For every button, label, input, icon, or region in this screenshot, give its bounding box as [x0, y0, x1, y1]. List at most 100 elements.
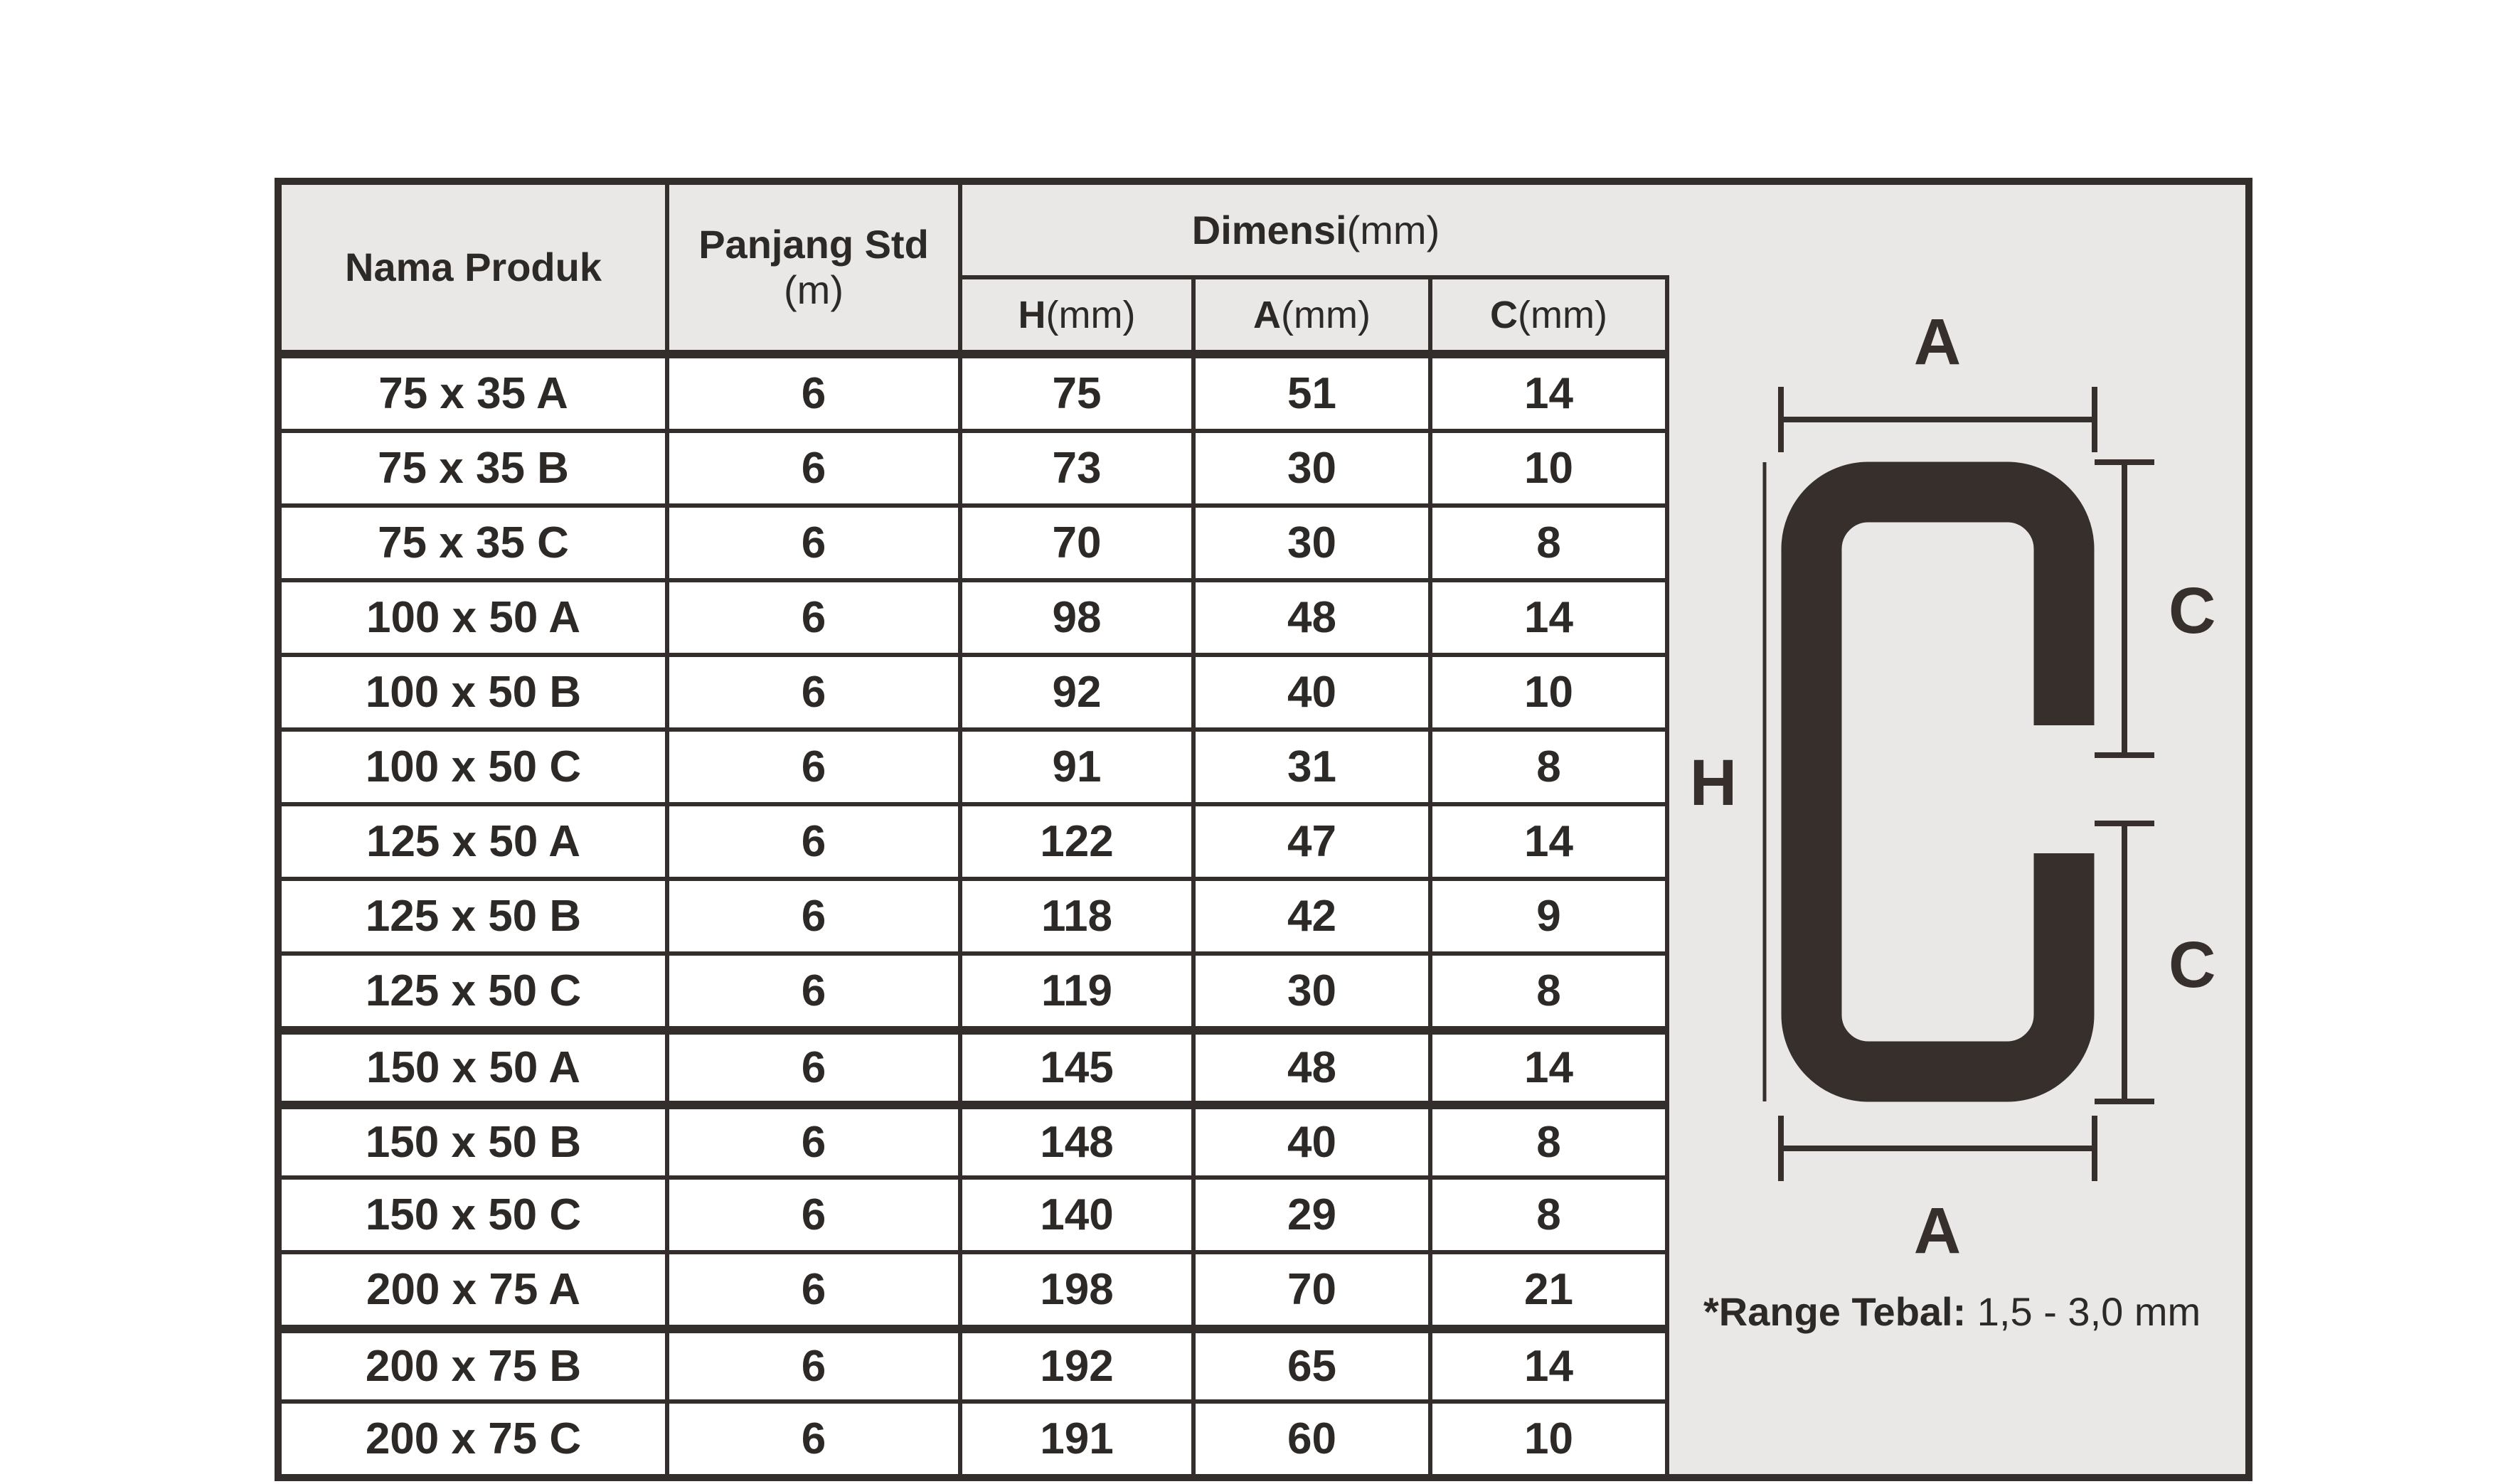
cell-panjang: 6: [669, 582, 962, 653]
cell-h: 73: [962, 433, 1196, 503]
label-c-bottom: C: [2169, 929, 2215, 1001]
header-panjang-line1: Panjang Std: [698, 221, 929, 267]
spec-figure: Nama Produk Panjang Std (m) Dimensi (mm)…: [275, 178, 2252, 1481]
cell-name: 75 x 35 A: [282, 358, 669, 429]
cell-c: 8: [1432, 1109, 1669, 1175]
cell-a: 42: [1196, 881, 1432, 951]
cell-c: 14: [1432, 1333, 1669, 1399]
table-row: 125 x 50 B 6 118 42 9: [282, 877, 1669, 951]
header-a: A (mm): [1196, 279, 1432, 350]
cell-c: 8: [1432, 956, 1669, 1026]
cell-panjang: 6: [669, 806, 962, 877]
cell-h: 75: [962, 358, 1196, 429]
table-row: 75 x 35 C 6 70 30 8: [282, 503, 1669, 578]
cell-c: 9: [1432, 881, 1669, 951]
cell-a: 40: [1196, 657, 1432, 727]
cell-name: 200 x 75 C: [282, 1404, 669, 1474]
header-c-label: C: [1490, 293, 1518, 336]
header-h-label: H: [1018, 293, 1046, 336]
header-dimensi-group: Dimensi (mm) H (mm) A (mm) C (mm): [962, 185, 1669, 350]
cell-name: 75 x 35 B: [282, 433, 669, 503]
cell-c: 10: [1432, 433, 1669, 503]
dimension-line-a-bottom: [1778, 1116, 2097, 1181]
header-dimensi: Dimensi (mm): [962, 185, 1669, 279]
cell-panjang: 6: [669, 1109, 962, 1175]
table-row: 200 x 75 A 6 198 70 21: [282, 1250, 1669, 1325]
cell-name: 125 x 50 B: [282, 881, 669, 951]
cell-h: 92: [962, 657, 1196, 727]
table-row: 200 x 75 B 6 192 65 14: [282, 1325, 1669, 1399]
cell-name: 75 x 35 C: [282, 508, 669, 578]
cell-a: 30: [1196, 433, 1432, 503]
cell-name: 100 x 50 A: [282, 582, 669, 653]
cell-a: 31: [1196, 732, 1432, 802]
cell-c: 21: [1432, 1254, 1669, 1325]
cell-panjang: 6: [669, 732, 962, 802]
cell-h: 98: [962, 582, 1196, 653]
cell-h: 70: [962, 508, 1196, 578]
cell-name: 200 x 75 B: [282, 1333, 669, 1399]
cell-a: 70: [1196, 1254, 1432, 1325]
cell-h: 140: [962, 1180, 1196, 1250]
cell-h: 145: [962, 1035, 1196, 1101]
table-row: 150 x 50 A 6 145 48 14: [282, 1026, 1669, 1101]
cell-panjang: 6: [669, 433, 962, 503]
header-dimensi-label: Dimensi: [1191, 208, 1347, 252]
table-row: 75 x 35 B 6 73 30 10: [282, 429, 1669, 503]
header-a-label: A: [1253, 293, 1282, 336]
cell-a: 30: [1196, 956, 1432, 1026]
cell-c: 10: [1432, 657, 1669, 727]
dimension-line-c-bottom: [2095, 821, 2154, 1104]
cell-c: 8: [1432, 1180, 1669, 1250]
header-panjang-std: Panjang Std (m): [669, 185, 962, 350]
table-row: 125 x 50 A 6 122 47 14: [282, 802, 1669, 877]
cell-name: 150 x 50 B: [282, 1109, 669, 1175]
header-c: C (mm): [1432, 279, 1669, 350]
cell-panjang: 6: [669, 1180, 962, 1250]
cell-c: 8: [1432, 732, 1669, 802]
label-c-top: C: [2169, 575, 2215, 647]
header-dimensi-unit: (mm): [1346, 208, 1440, 252]
table-header: Nama Produk Panjang Std (m) Dimensi (mm)…: [282, 185, 1669, 354]
cell-c: 14: [1432, 358, 1669, 429]
cell-c: 14: [1432, 1035, 1669, 1101]
cell-a: 51: [1196, 358, 1432, 429]
header-nama-produk: Nama Produk: [282, 185, 669, 350]
cell-h: 91: [962, 732, 1196, 802]
cell-c: 14: [1432, 582, 1669, 653]
cell-h: 148: [962, 1109, 1196, 1175]
dimension-line-c-top: [2095, 459, 2154, 758]
cell-a: 47: [1196, 806, 1432, 877]
table-row: 100 x 50 C 6 91 31 8: [282, 727, 1669, 802]
cell-panjang: 6: [669, 956, 962, 1026]
cell-name: 100 x 50 C: [282, 732, 669, 802]
c-channel-profile: [1781, 461, 2095, 1102]
cell-name: 125 x 50 C: [282, 956, 669, 1026]
cell-h: 192: [962, 1333, 1196, 1399]
table-row: 150 x 50 C 6 140 29 8: [282, 1175, 1669, 1250]
label-a-top: A: [1914, 306, 1961, 378]
thickness-range-note-value: 1,5 - 3,0 mm: [1966, 1289, 2201, 1334]
cell-name: 125 x 50 A: [282, 806, 669, 877]
label-a-bottom: A: [1914, 1195, 1961, 1267]
cell-h: 122: [962, 806, 1196, 877]
table-row: 125 x 50 C 6 119 30 8: [282, 951, 1669, 1026]
cell-name: 150 x 50 C: [282, 1180, 669, 1250]
table-row: 75 x 35 A 6 75 51 14: [282, 354, 1669, 429]
cell-panjang: 6: [669, 657, 962, 727]
c-profile-diagram: A H C C: [1690, 306, 2216, 1267]
cell-a: 48: [1196, 582, 1432, 653]
cell-panjang: 6: [669, 1333, 962, 1399]
cell-c: 14: [1432, 806, 1669, 877]
header-h-unit: (mm): [1046, 293, 1136, 336]
header-panjang-line2: (m): [784, 267, 844, 312]
header-h: H (mm): [962, 279, 1196, 350]
header-nama-produk-label: Nama Produk: [345, 244, 602, 289]
cell-a: 29: [1196, 1180, 1432, 1250]
table-row: 150 x 50 B 6 148 40 8: [282, 1101, 1669, 1175]
cell-c: 8: [1432, 508, 1669, 578]
thickness-range-note: *Range Tebal: 1,5 - 3,0 mm: [1703, 1288, 2201, 1335]
header-dimensi-subrow: H (mm) A (mm) C (mm): [962, 279, 1669, 350]
cell-a: 40: [1196, 1109, 1432, 1175]
